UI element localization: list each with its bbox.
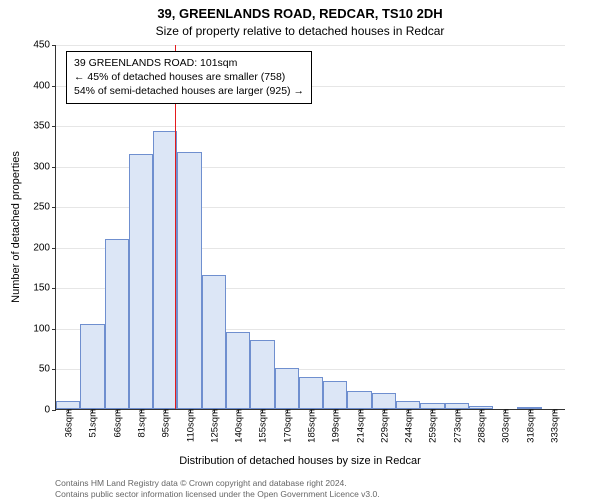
xtick-label: 155sqm: [256, 409, 269, 443]
plot-area: 05010015020025030035040045036sqm51sqm66s…: [55, 45, 565, 410]
annotation-line: 39 GREENLANDS ROAD: 101sqm: [74, 56, 304, 70]
histogram-bar: [202, 275, 226, 409]
xtick-label: 333sqm: [547, 409, 560, 443]
ytick-label: 50: [39, 364, 56, 375]
footer-copyright: Contains HM Land Registry data © Crown c…: [55, 478, 347, 488]
ytick-label: 150: [33, 283, 56, 294]
xtick-label: 199sqm: [329, 409, 342, 443]
histogram-bar: [299, 377, 323, 409]
ytick-label: 250: [33, 202, 56, 213]
chart-title: 39, GREENLANDS ROAD, REDCAR, TS10 2DH: [0, 6, 600, 21]
histogram-bar: [129, 154, 153, 410]
xtick-label: 244sqm: [402, 409, 415, 443]
annotation-line: 54% of semi-detached houses are larger (…: [74, 84, 304, 98]
histogram-bar: [347, 391, 371, 409]
histogram-bar: [372, 393, 396, 409]
xtick-label: 303sqm: [499, 409, 512, 443]
histogram-bar: [396, 401, 420, 409]
y-axis-label: Number of detached properties: [10, 75, 22, 227]
xtick-label: 185sqm: [305, 409, 318, 443]
gridline: [56, 126, 565, 127]
x-axis-label: Distribution of detached houses by size …: [0, 455, 600, 467]
ytick-label: 100: [33, 323, 56, 334]
xtick-label: 288sqm: [475, 409, 488, 443]
ytick-label: 450: [33, 40, 56, 51]
footer-licence: Contains public sector information licen…: [55, 489, 380, 499]
histogram-bar: [226, 332, 250, 409]
histogram-bar: [323, 381, 347, 409]
ytick-label: 200: [33, 242, 56, 253]
ytick-label: 300: [33, 161, 56, 172]
ytick-label: 0: [44, 405, 56, 416]
xtick-label: 170sqm: [280, 409, 293, 443]
ytick-label: 400: [33, 80, 56, 91]
xtick-label: 36sqm: [62, 409, 75, 438]
xtick-label: 110sqm: [183, 409, 196, 442]
gridline: [56, 45, 565, 46]
xtick-label: 318sqm: [523, 409, 536, 443]
xtick-label: 259sqm: [426, 409, 439, 443]
chart-subtitle: Size of property relative to detached ho…: [0, 24, 600, 38]
histogram-bar: [250, 340, 274, 409]
xtick-label: 273sqm: [450, 409, 463, 443]
xtick-label: 66sqm: [110, 409, 123, 438]
xtick-label: 229sqm: [377, 409, 390, 443]
histogram-bar: [105, 239, 129, 409]
xtick-label: 140sqm: [232, 409, 245, 443]
xtick-label: 214sqm: [353, 409, 366, 443]
annotation-box: 39 GREENLANDS ROAD: 101sqm ← 45% of deta…: [66, 51, 312, 104]
xtick-label: 51sqm: [86, 409, 99, 438]
histogram-bar: [80, 324, 104, 409]
chart-container: 39, GREENLANDS ROAD, REDCAR, TS10 2DH Si…: [0, 0, 600, 500]
histogram-bar: [153, 131, 177, 409]
histogram-bar: [177, 152, 201, 409]
annotation-line: ← 45% of detached houses are smaller (75…: [74, 70, 304, 84]
xtick-label: 95sqm: [159, 409, 172, 438]
xtick-label: 125sqm: [207, 409, 220, 443]
histogram-bar: [275, 368, 299, 409]
ytick-label: 350: [33, 121, 56, 132]
xtick-label: 81sqm: [135, 409, 148, 438]
